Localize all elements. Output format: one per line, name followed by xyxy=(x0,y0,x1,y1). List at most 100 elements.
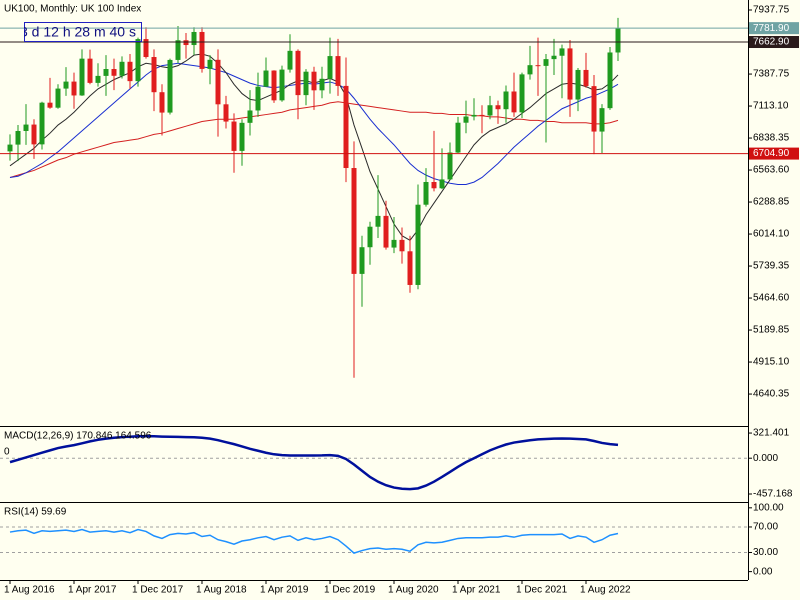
y-tick-label: 6563.60 xyxy=(753,165,790,176)
candle-body xyxy=(15,130,21,145)
candle-body xyxy=(327,56,333,79)
candle-body xyxy=(167,59,173,113)
candle-body xyxy=(431,181,437,189)
candle-body xyxy=(7,144,13,152)
overlay: UK100, Monthly: UK 100 Index 3 d 12 h 28… xyxy=(4,4,152,518)
indicator-line xyxy=(9,434,619,491)
y-tick-label: 0.000 xyxy=(753,453,778,464)
timer: 3 d 12 h 28 m 40 s xyxy=(20,24,136,40)
candle-body xyxy=(607,52,613,109)
price-label: 7662.90 xyxy=(753,37,790,48)
x-tick-label: 1 Aug 2016 xyxy=(4,585,55,596)
candle-body xyxy=(135,39,141,82)
candle-body xyxy=(599,108,605,132)
y-tick-label: 7937.75 xyxy=(753,5,790,16)
candle-body xyxy=(287,50,293,70)
candle-body xyxy=(479,114,485,116)
candle-body xyxy=(519,74,525,113)
candle-body xyxy=(79,58,85,96)
y-tick-label: 4640.35 xyxy=(753,389,790,400)
y-tick-label: 4915.10 xyxy=(753,357,790,368)
candle-body xyxy=(503,91,509,110)
candle-body xyxy=(31,124,37,145)
candle-body xyxy=(407,251,413,285)
candle-body xyxy=(351,168,357,274)
candle-body xyxy=(383,215,389,248)
candle-body xyxy=(615,28,621,53)
candle-body xyxy=(391,239,397,248)
candle-body xyxy=(359,247,365,274)
candle-body xyxy=(247,110,253,123)
candle-body xyxy=(159,92,165,113)
price-label-box xyxy=(749,147,799,160)
candle-body xyxy=(183,40,189,46)
y-tick-label: 100.00 xyxy=(753,502,784,513)
x-tick-label: 1 Aug 2018 xyxy=(196,585,247,596)
candle-body xyxy=(487,105,493,116)
candle-body xyxy=(255,86,261,111)
candle-body xyxy=(295,50,301,96)
candle-body xyxy=(95,75,101,83)
candle-body xyxy=(47,102,53,108)
candle-body xyxy=(151,57,157,93)
price-label: 7781.90 xyxy=(753,23,790,34)
candle-body xyxy=(71,81,77,96)
timer-box xyxy=(24,22,142,42)
x-tick-label: 1 Dec 2017 xyxy=(132,585,184,596)
candle-body xyxy=(423,181,429,205)
rsi-title: RSI(14) 59.69 xyxy=(4,507,67,518)
candle-body xyxy=(55,88,61,108)
candle-body xyxy=(111,69,117,76)
candle-body xyxy=(215,59,221,105)
y-tick-label: 30.00 xyxy=(753,547,778,558)
candle-body xyxy=(143,39,149,58)
candle-body xyxy=(311,71,317,91)
macd-note: 0 xyxy=(4,447,10,458)
x-tick-label: 1 Dec 2019 xyxy=(324,585,376,596)
candle-body xyxy=(575,69,581,100)
indicator-line xyxy=(9,528,619,554)
candle-body xyxy=(399,239,405,252)
y-tick-label: 70.00 xyxy=(753,522,778,533)
candle-body xyxy=(207,59,213,69)
candle-body xyxy=(367,226,373,248)
candle-body xyxy=(567,48,573,100)
x-tick-label: 1 Apr 2017 xyxy=(68,585,117,596)
candle-body xyxy=(39,102,45,145)
candle-body xyxy=(447,152,453,180)
candle-body xyxy=(103,69,109,76)
candle-body xyxy=(455,122,461,153)
candle-body xyxy=(319,78,325,91)
y-tick-label: 6838.35 xyxy=(753,133,790,144)
candle-body xyxy=(527,65,533,75)
y-tick-label: 321.401 xyxy=(753,428,790,439)
y-tick-label: 5464.60 xyxy=(753,293,790,304)
chart-title: UK100, Monthly: UK 100 Index xyxy=(4,4,141,15)
y-tick-label: 6288.85 xyxy=(753,197,790,208)
candle-body xyxy=(23,124,29,131)
candle-body xyxy=(463,116,469,123)
x-tick-label: 1 Apr 2019 xyxy=(260,585,309,596)
candle-body xyxy=(343,85,349,169)
candle-body xyxy=(439,179,445,189)
candle-body xyxy=(559,48,565,56)
candle-body xyxy=(511,91,517,113)
candle-body xyxy=(191,31,197,46)
candle-body xyxy=(471,114,477,117)
candle-body xyxy=(535,65,541,67)
candle-body xyxy=(263,70,269,87)
candle-body xyxy=(223,104,229,122)
candle-body xyxy=(591,86,597,132)
candle-body xyxy=(543,59,549,66)
candle-body xyxy=(551,55,557,60)
y-tick-label: 5189.85 xyxy=(753,325,790,336)
candle-body xyxy=(375,215,381,227)
y-tick-label: 6014.10 xyxy=(753,229,790,240)
candle-body xyxy=(119,61,125,76)
candle-body xyxy=(279,69,285,101)
candle-body xyxy=(335,56,341,86)
plots: 7937.75 7387.75 7113.10 6838.35 6563.60 6288.… xyxy=(0,5,799,596)
price-label: 6704.90 xyxy=(753,148,790,159)
